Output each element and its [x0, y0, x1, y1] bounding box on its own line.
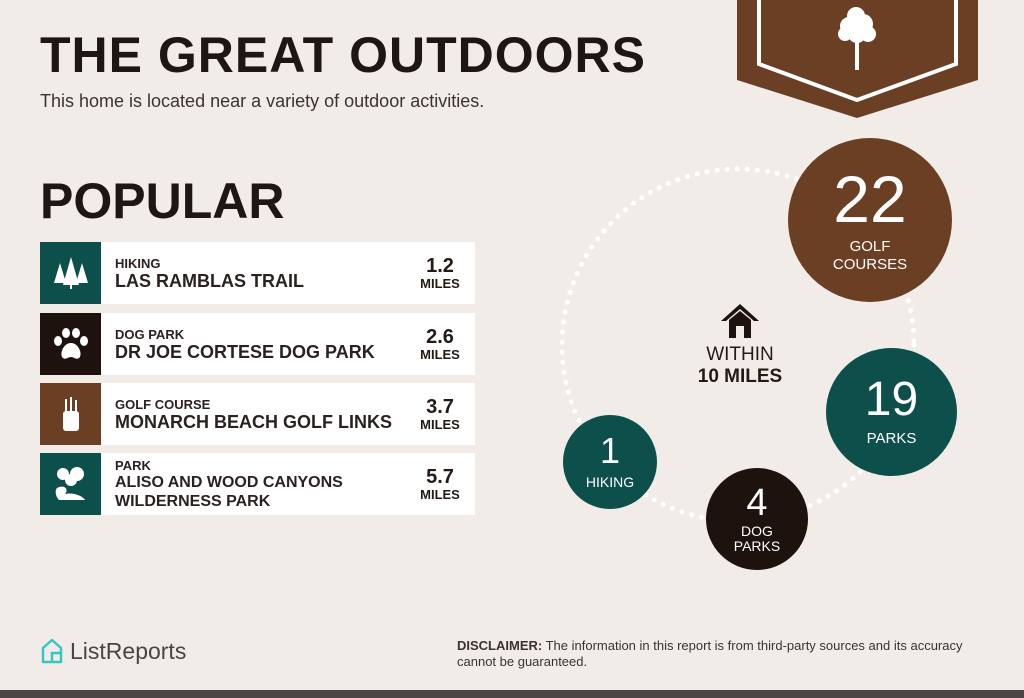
golf-courses-count: 22 GOLF COURSES [788, 138, 952, 302]
paw-icon [40, 313, 101, 375]
count-label: PARKS [733, 538, 781, 554]
bottom-bar [0, 690, 1024, 698]
golf-bag-icon [40, 383, 101, 445]
count-value: 1 [599, 430, 621, 471]
item-category: PARK [115, 457, 151, 473]
item-distance: 1.2 [426, 254, 454, 277]
dog-parks-count: 4 DOG PARKS [706, 468, 808, 570]
count-value: 19 [864, 373, 919, 426]
item-category: HIKING [115, 255, 161, 271]
parks-count: 19 PARKS [826, 348, 957, 476]
badge [737, 0, 978, 118]
count-label: PARKS [866, 430, 917, 447]
popular-heading: POPULAR [40, 173, 285, 229]
item-name: MONARCH BEACH GOLF LINKS [115, 411, 392, 432]
item-distance: 2.6 [426, 325, 454, 348]
item-distance: 5.7 [426, 465, 454, 488]
trees-icon [40, 242, 101, 304]
item-unit: MILES [420, 416, 460, 432]
item-category: DOG PARK [115, 326, 185, 342]
logo-text: ListReports [70, 637, 187, 664]
listreports-logo[interactable]: ListReports [40, 637, 186, 665]
count-label: DOG [741, 523, 773, 539]
list-item[interactable]: PARK ALISO AND WOOD CANYONS WILDERNESS PA… [40, 453, 475, 515]
hiking-count: 1 HIKING [563, 415, 657, 509]
count-value: 22 [833, 162, 907, 236]
within-label: WITHIN 10 MILES [670, 304, 810, 388]
list-item[interactable]: HIKING LAS RAMBLAS TRAIL 1.2 MILES [40, 242, 475, 304]
logo-icon [41, 638, 63, 664]
item-distance: 3.7 [426, 395, 454, 418]
list-item[interactable]: GOLF COURSE MONARCH BEACH GOLF LINKS 3.7 M… [40, 383, 475, 445]
dotted-ring [559, 166, 917, 524]
within-line1: WITHIN [706, 344, 774, 365]
item-unit: MILES [420, 486, 460, 502]
item-name: ALISO AND WOOD CANYONS WILDERNESS PARK [115, 473, 343, 510]
disclaimer: DISCLAIMER: The information in this repo… [457, 638, 997, 670]
list-item[interactable]: DOG PARK DR JOE CORTESE DOG PARK 2.6 MILES [40, 313, 475, 375]
item-name: DR JOE CORTESE DOG PARK [115, 341, 375, 362]
item-name: LAS RAMBLAS TRAIL [115, 270, 304, 291]
park-icon [40, 453, 101, 515]
disclaimer-text: The information in this report is from t… [457, 638, 963, 669]
page-subtitle: This home is located near a variety of o… [40, 91, 485, 111]
count-label: COURSES [832, 256, 908, 273]
disclaimer-label: DISCLAIMER: [457, 638, 543, 653]
within-line2: 10 MILES [697, 366, 783, 387]
tree-icon [838, 7, 876, 70]
count-label: GOLF [849, 238, 891, 255]
count-label: HIKING [585, 474, 635, 490]
count-value: 4 [746, 482, 768, 524]
page-title: THE GREAT OUTDOORS [40, 27, 646, 83]
home-icon [721, 304, 759, 338]
item-category: GOLF COURSE [115, 396, 211, 412]
item-unit: MILES [420, 346, 460, 362]
item-unit: MILES [420, 275, 460, 291]
